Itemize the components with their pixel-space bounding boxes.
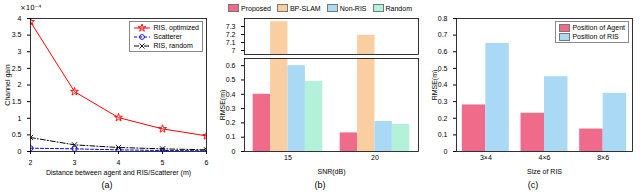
- svg-text:0: 0: [18, 148, 22, 155]
- html-text:RIS, optimized: RIS, optimized: [153, 24, 199, 31]
- svg-text:0.2: 0.2: [226, 119, 236, 126]
- html-text:(a): (a): [101, 180, 113, 190]
- svg-text:Distance between agent and RIS: Distance between agent and RIS/Scatterer…: [46, 169, 191, 177]
- svg-text:3×4: 3×4: [480, 154, 492, 161]
- svg-text:0.4: 0.4: [438, 81, 448, 88]
- svg-text:0.4: 0.4: [226, 91, 236, 98]
- svg-text:5: 5: [161, 159, 165, 166]
- html-text:BP-SLAM: BP-SLAM: [290, 4, 321, 12]
- svg-text:0.3: 0.3: [438, 98, 448, 105]
- html-text:×10⁻⁴: ×10⁻⁴: [20, 4, 42, 12]
- svg-text:2: 2: [18, 81, 22, 88]
- svg-text:0.5: 0.5: [12, 131, 22, 138]
- svg-text:2.5: 2.5: [12, 65, 22, 72]
- svg-text:0.5: 0.5: [226, 76, 236, 83]
- svg-text:1: 1: [18, 114, 22, 121]
- svg-text:0.8: 0.8: [438, 15, 448, 22]
- svg-text:SNR(dB): SNR(dB): [317, 168, 345, 176]
- html-text:(b): (b): [314, 180, 326, 190]
- svg-text:2: 2: [29, 159, 33, 166]
- svg-text:0.1: 0.1: [438, 131, 448, 138]
- svg-text:3: 3: [18, 48, 22, 55]
- html-text:RIS, random: RIS, random: [153, 42, 193, 49]
- svg-text:Channel gain: Channel gain: [4, 64, 12, 105]
- html-text:Position of RIS: Position of RIS: [572, 33, 619, 40]
- html-text:Random: Random: [385, 4, 412, 12]
- html-text:Non-RIS: Non-RIS: [339, 4, 367, 12]
- svg-text:8×6: 8×6: [597, 154, 609, 161]
- svg-text:0.2: 0.2: [438, 114, 448, 121]
- svg-text:0.5: 0.5: [438, 65, 448, 72]
- html-text:Proposed: Proposed: [241, 4, 271, 12]
- svg-text:4×6: 4×6: [539, 154, 551, 161]
- svg-text:7.3: 7.3: [226, 23, 236, 30]
- svg-text:Size of RIS: Size of RIS: [527, 168, 562, 175]
- svg-text:0.6: 0.6: [438, 48, 448, 55]
- svg-text:4: 4: [117, 159, 121, 166]
- svg-text:0: 0: [444, 148, 448, 155]
- html-text:(c): (c): [527, 180, 539, 190]
- svg-text:0: 0: [232, 148, 236, 155]
- svg-text:20: 20: [371, 154, 379, 161]
- svg-text:0.3: 0.3: [226, 105, 236, 112]
- svg-text:0.6: 0.6: [226, 62, 236, 69]
- svg-text:0.1: 0.1: [226, 133, 236, 140]
- html-text:Position of Agent: Position of Agent: [572, 24, 625, 31]
- svg-text:7.1: 7.1: [226, 39, 236, 46]
- svg-text:RMSE(m): RMSE(m): [431, 70, 439, 101]
- svg-text:6: 6: [205, 159, 209, 166]
- svg-text:3.5: 3.5: [12, 31, 22, 38]
- svg-text:3: 3: [73, 159, 77, 166]
- svg-text:1.5: 1.5: [12, 98, 22, 105]
- svg-text:4: 4: [18, 15, 22, 22]
- svg-text:7.2: 7.2: [226, 31, 236, 38]
- html-text:Scatterer: Scatterer: [153, 33, 182, 40]
- svg-text:0.7: 0.7: [438, 31, 448, 38]
- svg-text:RMSE(m): RMSE(m): [219, 90, 227, 121]
- svg-text:7: 7: [232, 47, 236, 54]
- svg-text:15: 15: [284, 154, 292, 161]
